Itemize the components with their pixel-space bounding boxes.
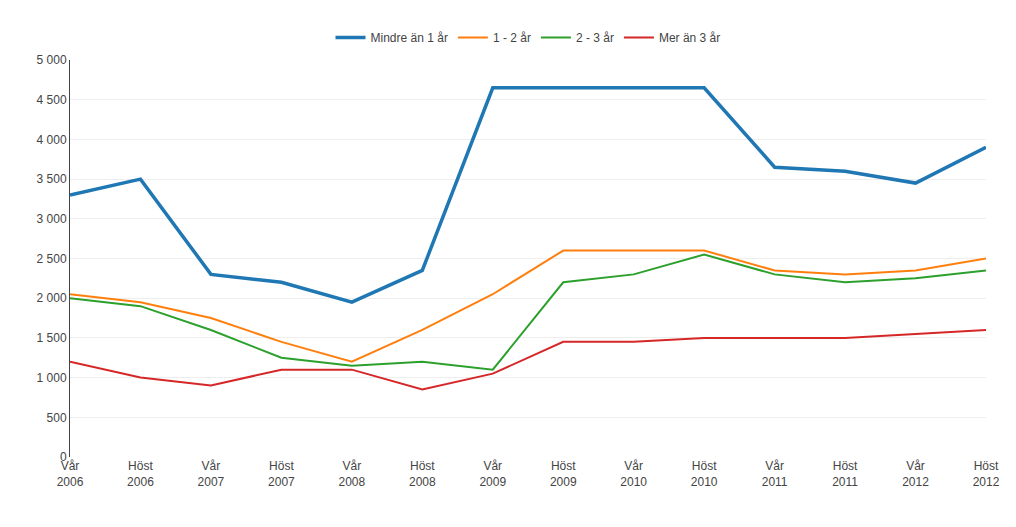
svg-text:4 000: 4 000 bbox=[37, 133, 67, 147]
svg-text:Höst2009: Höst2009 bbox=[550, 459, 577, 489]
svg-text:Vår2009: Vår2009 bbox=[479, 459, 506, 489]
svg-text:Vår2008: Vår2008 bbox=[338, 459, 365, 489]
svg-text:2 - 3 år: 2 - 3 år bbox=[576, 31, 614, 45]
svg-text:Höst2012: Höst2012 bbox=[973, 459, 1000, 489]
svg-text:Höst2008: Höst2008 bbox=[409, 459, 436, 489]
svg-text:2 500: 2 500 bbox=[37, 252, 67, 266]
svg-text:1 500: 1 500 bbox=[37, 331, 67, 345]
svg-text:3 000: 3 000 bbox=[37, 212, 67, 226]
svg-text:5 000: 5 000 bbox=[37, 53, 67, 67]
svg-text:2 000: 2 000 bbox=[37, 291, 67, 305]
svg-text:1 - 2 år: 1 - 2 år bbox=[493, 31, 531, 45]
svg-text:4 500: 4 500 bbox=[37, 93, 67, 107]
svg-text:Vår2006: Vår2006 bbox=[57, 459, 84, 489]
svg-text:500: 500 bbox=[47, 411, 67, 425]
svg-text:Höst2010: Höst2010 bbox=[691, 459, 718, 489]
svg-text:3 500: 3 500 bbox=[37, 172, 67, 186]
svg-text:Vår2012: Vår2012 bbox=[902, 459, 929, 489]
svg-text:Vår2007: Vår2007 bbox=[198, 459, 225, 489]
svg-text:Vår2011: Vår2011 bbox=[762, 459, 788, 489]
svg-text:0: 0 bbox=[60, 450, 67, 464]
svg-text:1 000: 1 000 bbox=[37, 371, 67, 385]
svg-text:Mer än 3 år: Mer än 3 år bbox=[659, 31, 720, 45]
svg-text:Mindre än 1 år: Mindre än 1 år bbox=[371, 31, 448, 45]
svg-text:Höst2011: Höst2011 bbox=[832, 459, 858, 489]
svg-text:Höst2007: Höst2007 bbox=[268, 459, 295, 489]
svg-text:Vår2010: Vår2010 bbox=[620, 459, 647, 489]
svg-text:Höst2006: Höst2006 bbox=[127, 459, 154, 489]
